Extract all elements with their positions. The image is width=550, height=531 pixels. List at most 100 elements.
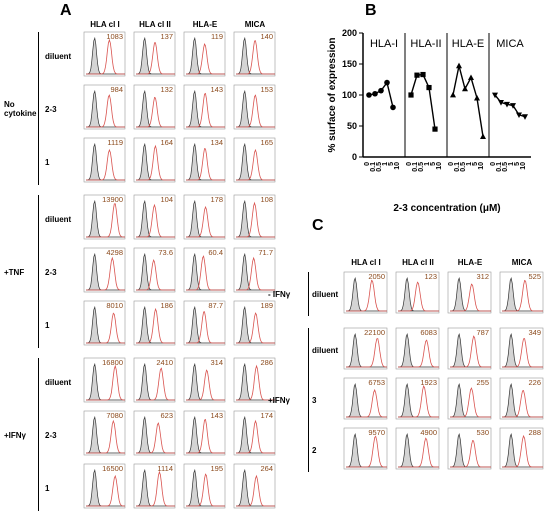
group-bracket	[38, 195, 39, 348]
data-point	[498, 100, 504, 106]
histogram-cell: 178	[180, 193, 227, 243]
x-axis-label: 2-3 concentration (μM)	[393, 203, 500, 214]
mfi-value: 1083	[106, 32, 123, 41]
histogram-frame	[447, 427, 492, 470]
control-histogram	[502, 383, 543, 418]
histogram-cell: 226	[496, 376, 545, 423]
stained-histogram	[236, 94, 275, 128]
histogram-frame	[183, 31, 226, 77]
mfi-value: 165	[260, 138, 273, 147]
histogram-plot	[499, 327, 544, 370]
mfi-value: 195	[210, 464, 223, 473]
stained-histogram	[398, 281, 439, 312]
histogram-plot	[83, 357, 126, 403]
data-point	[408, 92, 414, 98]
histogram-cell: 1923	[392, 376, 441, 423]
histogram-frame	[233, 137, 276, 183]
data-point	[492, 92, 498, 99]
stained-histogram	[502, 389, 543, 418]
histogram-plot	[233, 463, 276, 509]
stained-histogram	[398, 437, 439, 468]
group-label: No cytokine	[4, 99, 37, 118]
histogram-frame	[133, 247, 176, 293]
control-histogram	[136, 362, 175, 401]
stained-histogram	[186, 92, 225, 128]
column-header: HLA-E	[457, 258, 483, 267]
histogram-frame	[499, 271, 544, 314]
mfi-value: 9570	[368, 428, 385, 437]
histogram-plot	[183, 410, 226, 456]
histogram-frame	[133, 410, 176, 456]
control-histogram	[450, 333, 491, 368]
mfi-value: 164	[160, 138, 173, 147]
y-tick-label: 100	[342, 90, 357, 100]
histogram-plot	[233, 357, 276, 403]
histogram-cell: 22100	[340, 326, 389, 373]
mfi-value: 2410	[156, 358, 173, 367]
x-tick-label: 5	[388, 162, 395, 166]
histogram-cell: 1119	[80, 136, 127, 186]
stained-histogram	[136, 422, 175, 454]
control-histogram	[186, 36, 225, 75]
stained-histogram	[346, 388, 387, 418]
data-point	[504, 101, 510, 108]
data-point	[384, 79, 390, 86]
histogram-cell: 7080	[80, 409, 127, 459]
histogram-plot	[233, 137, 276, 183]
histogram-plot	[83, 300, 126, 346]
histogram-cell: 123	[392, 270, 441, 317]
histogram-cell: 787	[444, 326, 493, 373]
histogram-cell: 13900	[80, 193, 127, 243]
control-histogram	[236, 415, 275, 454]
mfi-value: 16500	[102, 464, 123, 473]
control-histogram	[186, 89, 225, 128]
mfi-value: 226	[528, 378, 541, 387]
histogram-cell: 4298	[80, 246, 127, 296]
stained-histogram	[136, 42, 175, 75]
data-point	[378, 87, 384, 94]
histogram-frame	[83, 31, 126, 77]
stained-histogram	[186, 473, 225, 507]
control-histogram	[86, 305, 125, 344]
data-point	[426, 84, 432, 91]
control-histogram	[86, 415, 125, 454]
series-line	[452, 65, 484, 137]
histogram-plot	[395, 427, 440, 470]
stained-histogram	[136, 470, 175, 507]
histogram-frame	[233, 84, 276, 130]
histogram-cell: 153	[230, 83, 277, 133]
x-tick-label: 0.1	[496, 162, 503, 172]
histogram-frame	[233, 194, 276, 240]
mfi-value: 264	[260, 464, 273, 473]
histogram-cell: 143	[180, 409, 227, 459]
mfi-value: 314	[210, 358, 223, 367]
stained-histogram	[186, 369, 225, 401]
column-header: HLA cl I	[90, 20, 120, 29]
row-label: diluent	[45, 51, 72, 61]
histogram-frame	[83, 357, 126, 403]
mfi-value: 16800	[102, 358, 123, 367]
stained-histogram	[136, 307, 175, 344]
stained-histogram	[236, 201, 275, 238]
stained-histogram	[86, 94, 125, 128]
x-tick-label: 5	[514, 162, 521, 166]
histogram-plot	[83, 410, 126, 456]
row-label: 2-3	[45, 267, 57, 277]
data-point	[432, 126, 438, 132]
x-tick-label: 0.5	[376, 162, 383, 172]
stained-histogram	[136, 258, 175, 291]
control-histogram	[346, 333, 387, 368]
control-histogram	[346, 433, 387, 468]
series-name: HLA-II	[410, 38, 441, 50]
x-tick-label: 5	[430, 162, 437, 166]
histogram-cell: 1114	[130, 462, 177, 512]
histogram-plot	[233, 247, 276, 293]
histogram-cell: 984	[80, 83, 127, 133]
x-tick-label: 10	[520, 162, 527, 170]
histogram-plot	[183, 31, 226, 77]
histogram-cell: 530	[444, 426, 493, 473]
x-tick-label: 0.1	[370, 162, 377, 172]
histogram-plot	[233, 194, 276, 240]
row-label: 3	[312, 396, 317, 405]
